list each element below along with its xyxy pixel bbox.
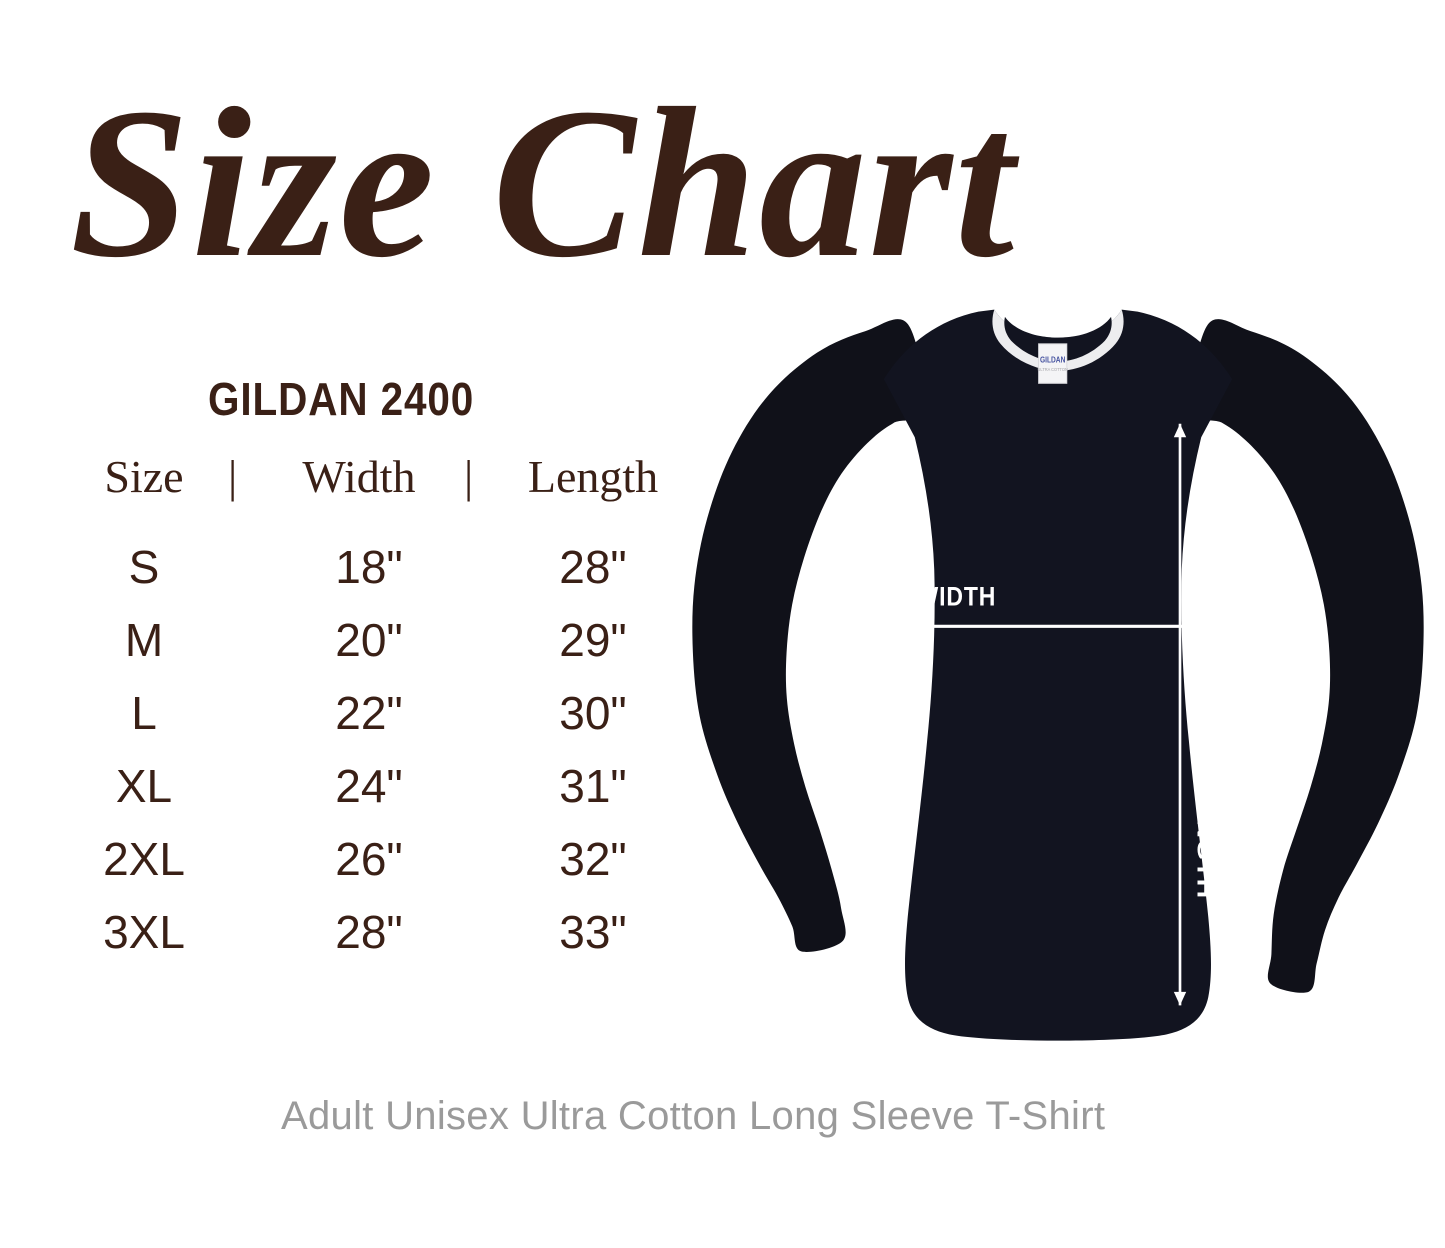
svg-text:ULTRA COTTON: ULTRA COTTON [1038,367,1068,372]
svg-text:WIDTH: WIDTH [917,582,997,612]
svg-text:Size Chart: Size Chart [70,63,1020,302]
svg-text:GILDAN: GILDAN [1040,355,1065,365]
svg-text:LENGTH: LENGTH [1192,782,1218,899]
